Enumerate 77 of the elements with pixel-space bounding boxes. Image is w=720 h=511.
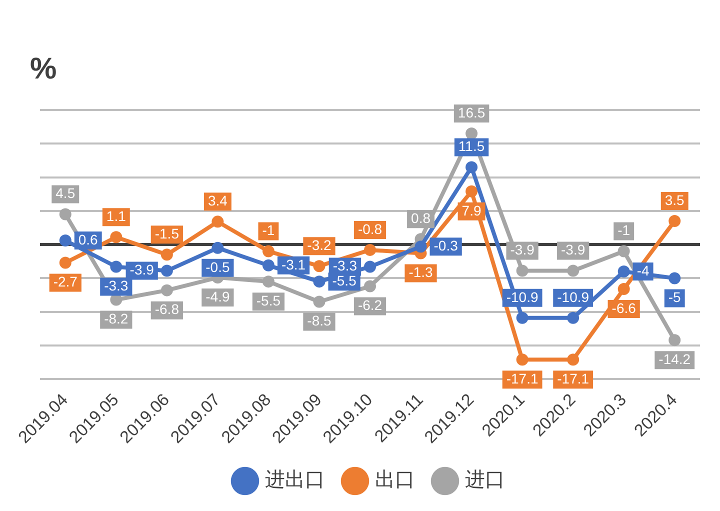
data-label: -1	[618, 222, 630, 238]
point	[160, 284, 173, 296]
data-label: -10.9	[506, 288, 538, 305]
data-label: 0.6	[78, 231, 98, 248]
point	[466, 185, 478, 198]
data-label: -3.9	[130, 262, 154, 278]
data-label: -17.1	[506, 370, 538, 386]
point	[618, 265, 630, 278]
point	[59, 208, 72, 220]
data-label: -3.1	[281, 256, 306, 272]
point	[262, 245, 274, 258]
data-label: -10.9	[557, 288, 590, 305]
data-label: -3.9	[510, 242, 535, 258]
data-label: -6.6	[612, 300, 636, 316]
point	[516, 354, 528, 366]
point	[110, 231, 122, 244]
point	[516, 312, 528, 324]
data-label: -4	[636, 262, 650, 278]
point	[212, 216, 224, 228]
point	[160, 264, 173, 277]
point	[618, 245, 630, 258]
data-label: -6.8	[154, 301, 180, 318]
point	[262, 276, 274, 288]
legend-label: 进口	[465, 467, 505, 492]
data-label: 11.5	[458, 138, 485, 154]
data-label: -3.2	[307, 236, 332, 253]
point	[567, 312, 580, 324]
data-label: -3.3	[332, 258, 358, 274]
point	[567, 354, 580, 366]
point	[466, 161, 478, 174]
data-label: -6.2	[358, 297, 382, 314]
point	[364, 280, 376, 292]
data-label: -0.8	[358, 220, 382, 237]
data-label: -5.5	[332, 272, 357, 288]
data-label: 1.1	[106, 208, 126, 224]
data-label: -0.3	[434, 237, 458, 254]
data-label: 0.8	[411, 210, 431, 226]
point	[668, 272, 681, 284]
data-label: -14.2	[658, 350, 691, 367]
data-label: -1.5	[154, 226, 180, 242]
point	[516, 264, 528, 277]
data-label: -2.7	[53, 274, 78, 290]
data-label: -5.5	[256, 292, 281, 308]
data-label: -3.9	[561, 242, 586, 258]
point	[110, 260, 122, 273]
data-label: -1	[262, 222, 275, 238]
data-label: 16.5	[458, 104, 486, 120]
data-label: -5	[668, 289, 682, 306]
data-label: 3.4	[208, 192, 228, 209]
point	[364, 244, 376, 256]
legend-label: 出口	[375, 467, 415, 492]
data-label: -3.3	[104, 278, 128, 294]
point	[414, 240, 427, 253]
data-label: -0.5	[206, 258, 230, 275]
point	[567, 264, 580, 277]
point	[313, 276, 326, 288]
data-label: 4.5	[56, 185, 76, 202]
data-label: -8.5	[307, 312, 332, 329]
point	[212, 242, 224, 254]
point	[618, 282, 630, 295]
y-axis-title: %	[30, 52, 57, 86]
data-label: -17.1	[557, 370, 590, 386]
point	[262, 259, 274, 272]
point	[668, 215, 681, 228]
point	[364, 260, 376, 273]
point	[59, 234, 72, 247]
data-label: -8.2	[104, 310, 128, 327]
point	[313, 260, 326, 272]
legend-label: 进出口	[265, 467, 325, 492]
data-label: -4.9	[206, 288, 230, 304]
point	[59, 256, 72, 269]
data-label: 7.9	[462, 202, 482, 218]
point	[668, 334, 681, 346]
data-label: -1.3	[408, 264, 434, 280]
data-label: 3.5	[664, 192, 685, 208]
point	[160, 248, 173, 261]
point	[313, 296, 326, 308]
